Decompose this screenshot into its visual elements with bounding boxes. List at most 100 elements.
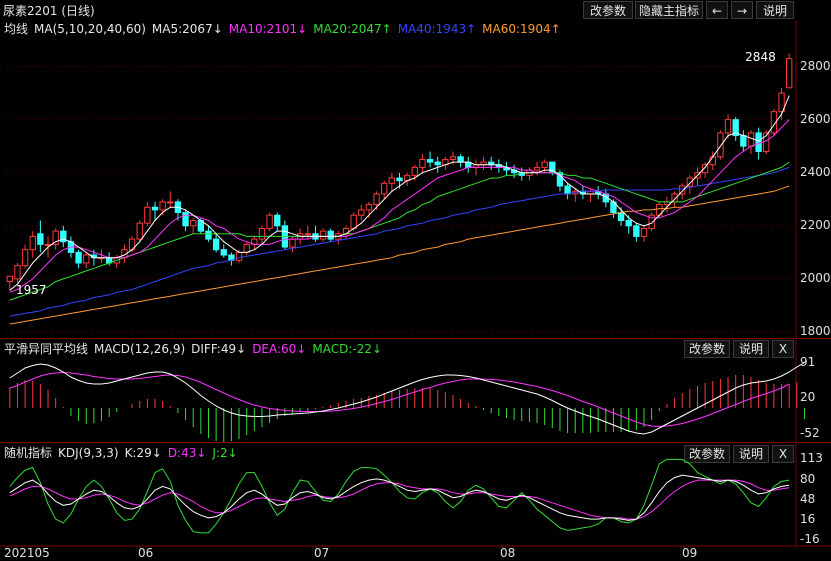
candle-body xyxy=(564,185,571,195)
candle-body xyxy=(274,214,281,227)
kdj-j-value: J:2↓ xyxy=(212,446,238,460)
macd-legend-params: MACD(12,26,9) xyxy=(94,342,186,356)
ma-legend-params: MA(5,10,20,40,60) xyxy=(34,22,146,36)
kdj-y-tick-label: 16 xyxy=(800,512,816,527)
candle-body xyxy=(6,275,13,283)
candle-body xyxy=(60,230,67,243)
diff-line xyxy=(9,362,805,435)
candle-body xyxy=(686,177,694,187)
candle-body xyxy=(266,214,273,229)
candle-body xyxy=(717,132,724,158)
candle-body xyxy=(190,220,197,227)
kdj-y-tick-label: 80 xyxy=(800,472,816,487)
candle-body xyxy=(21,249,29,267)
macd-y-tick-label: -52 xyxy=(800,426,820,440)
candle-body xyxy=(258,227,266,240)
kdj-d-value: D:43↓ xyxy=(167,446,207,460)
panel-separator xyxy=(0,442,831,443)
candle-body xyxy=(304,233,311,236)
x-tick-label: 08 xyxy=(500,546,516,560)
kdj-legend-name: 随机指标 xyxy=(4,446,53,460)
candle-body xyxy=(205,230,212,240)
candle-body xyxy=(14,265,21,280)
top-bar: 尿素2201 (日线) 改参数 隐藏主指标 ← → 说明 xyxy=(0,0,831,20)
macd-change-params-button[interactable]: 改参数 xyxy=(684,340,730,358)
ma40-line xyxy=(9,166,790,317)
ma5-value: MA5:2067↓ xyxy=(151,22,223,36)
candle-body xyxy=(755,132,762,152)
candle-body xyxy=(365,204,373,211)
candle-body xyxy=(747,132,755,147)
kdj-y-tick-label: 113 xyxy=(800,451,823,466)
kdj-change-params-button[interactable]: 改参数 xyxy=(684,445,730,463)
macd-close-button[interactable]: X xyxy=(772,340,794,358)
candle-body xyxy=(396,177,403,182)
candle-body xyxy=(358,209,365,216)
ma20-value: MA20:2047↑ xyxy=(313,22,392,36)
x-tick-label: 07 xyxy=(314,546,330,560)
y-tick-label: 2400 xyxy=(800,164,831,179)
candle-body xyxy=(29,235,36,251)
kdj-close-button[interactable]: X xyxy=(772,445,794,463)
macd-diff-value: DIFF:49↓ xyxy=(191,342,247,356)
macd-explain-button[interactable]: 说明 xyxy=(733,340,769,358)
x-tick-label: 09 xyxy=(682,546,698,560)
candle-body xyxy=(533,166,541,171)
y-tick-label: 2200 xyxy=(800,217,831,232)
candle-body xyxy=(159,201,166,211)
explain-button[interactable]: 说明 xyxy=(756,1,794,19)
next-arrow-button[interactable]: → xyxy=(731,1,753,19)
candle-body xyxy=(350,214,357,229)
y-tick-label: 1800 xyxy=(800,324,831,338)
candle-body xyxy=(625,220,632,227)
candle-body xyxy=(724,119,732,134)
candle-body xyxy=(732,119,739,137)
candle-body xyxy=(75,251,82,264)
panel-separator xyxy=(0,338,831,339)
candle-body xyxy=(457,156,464,163)
y-tick-label: 2800 xyxy=(800,58,831,73)
candle-body xyxy=(144,206,151,224)
macd-dea-value: DEA:60↓ xyxy=(252,342,307,356)
ma10-value: MA10:2101↓ xyxy=(228,22,308,36)
change-params-button[interactable]: 改参数 xyxy=(583,1,633,19)
ma-legend: 均线 MA(5,10,20,40,60) MA5:2067↓ MA10:2101↓ MA… xyxy=(4,20,567,37)
candle-body xyxy=(640,227,648,237)
y-tick-label: 2000 xyxy=(800,270,831,285)
prev-arrow-button[interactable]: ← xyxy=(706,1,728,19)
candle-body xyxy=(633,225,640,237)
macd-y-tick-label: 91 xyxy=(800,354,816,369)
hide-main-indicator-button[interactable]: 隐藏主指标 xyxy=(635,1,703,19)
ma60-value: MA60:1904↑ xyxy=(482,22,561,36)
candle-body xyxy=(786,58,793,89)
candle-body xyxy=(167,201,174,204)
j-line xyxy=(9,458,790,534)
kdj-y-tick-label: -16 xyxy=(800,532,820,547)
candle-body xyxy=(83,254,90,264)
kdj-legend-params: KDJ(9,3,3) xyxy=(58,446,119,460)
kdj-y-tick-label: 48 xyxy=(800,492,816,507)
k-line xyxy=(9,474,790,521)
candle-body xyxy=(235,251,243,261)
kdj-legend: 随机指标 KDJ(9,3,3) K:29↓ D:43↓ J:2↓ xyxy=(4,444,244,461)
candle-body xyxy=(679,185,686,195)
y-tick-label: 2600 xyxy=(800,111,831,126)
ma-legend-name: 均线 xyxy=(4,22,29,36)
candle-body xyxy=(541,161,548,168)
dea-line xyxy=(9,371,790,428)
candle-body xyxy=(381,182,388,195)
candle-body xyxy=(388,177,396,184)
candle-body xyxy=(709,156,716,166)
candle-body xyxy=(411,166,418,176)
candle-body xyxy=(373,193,380,206)
candle-body xyxy=(419,158,426,168)
candle-body xyxy=(136,222,143,240)
candle-body xyxy=(426,158,434,163)
kdj-explain-button[interactable]: 说明 xyxy=(733,445,769,463)
candle-body xyxy=(778,92,785,113)
low-price-label: 1957 xyxy=(16,283,47,298)
candle-body xyxy=(770,111,778,134)
candle-body xyxy=(434,161,441,166)
candle-body xyxy=(648,214,655,229)
